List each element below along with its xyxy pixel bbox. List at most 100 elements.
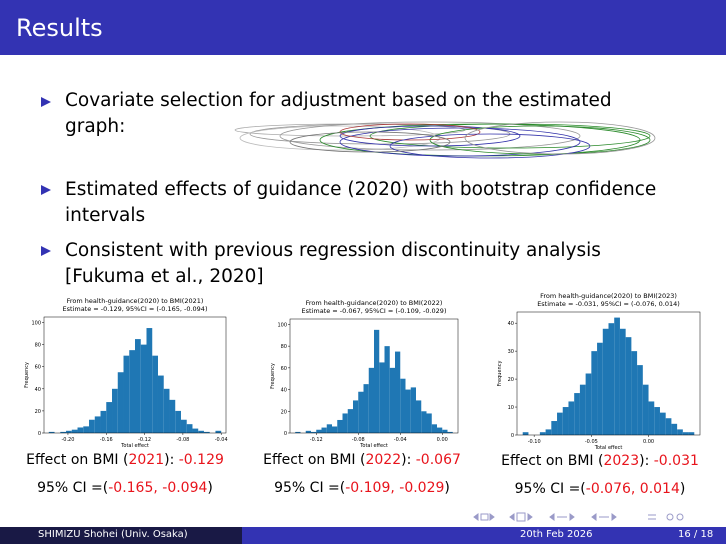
bar [71,429,78,433]
bar [574,393,580,435]
bar [117,372,124,433]
bar [614,317,620,435]
bar [648,401,655,435]
caption-segment: ) [679,481,686,497]
x-tick-label: -0.10 [528,439,541,445]
slide-title: Results [16,14,103,42]
y-tick-label: 20 [35,409,41,415]
bar [186,424,193,433]
chart-title: From health-guidance(2020) to BMI(2021) [67,297,204,305]
graph-image [234,121,656,159]
bar [405,389,411,433]
bar [395,351,401,433]
y-tick-label: 0 [511,433,514,439]
bar [579,384,586,435]
charts: From health-guidance(2020) to BMI(2021)E… [24,292,701,450]
y-tick-label: 0 [284,431,287,437]
bar [83,426,90,433]
bar [198,430,204,433]
caption-segment: -0.031 [653,453,699,469]
header: Results [0,0,726,55]
bar [112,388,118,433]
caption-segment: ) [207,480,213,496]
bullet-icon [41,97,51,107]
bar [410,387,416,433]
bar [597,342,603,435]
bar [442,429,448,433]
caption-line: Effect on BMI (2023): -0.031 [480,453,720,469]
caption-segment: -0.165, -0.094 [108,480,208,496]
caption-segment: -0.067 [415,452,461,468]
plot-frame [516,311,701,436]
bar [426,413,432,433]
bar [671,423,678,435]
bar [215,430,222,433]
y-axis-label: Frequency [270,363,276,389]
x-axis-label: Total effect [594,445,623,450]
x-tick-label: -0.20 [61,437,74,443]
bar [106,402,113,433]
bar [602,328,609,435]
y-tick-label: 100 [31,321,41,327]
caption-segment: ): [639,453,654,469]
caption-segment: Effect on BMI ( [263,452,366,468]
navigation-icons [473,512,684,522]
bar [77,427,84,433]
bar [337,419,343,433]
bar [89,419,95,433]
bar [321,427,327,433]
bar [416,400,422,433]
x-tick-label: -0.12 [138,437,151,443]
bar [353,400,359,433]
y-tick-label: 40 [281,388,287,394]
bar [363,384,369,433]
chart-subtitle: Estimate = -0.031, 95%CI = (-0.076, 0.01… [537,300,680,308]
bar [368,367,374,433]
bar [619,328,626,435]
x-axis-label: Total effect [359,443,388,449]
bar [94,416,101,433]
caption-line: 95% CI =(-0.076, 0.014) [480,481,720,497]
footer: SHIMIZU Shohei (Univ. Osaka) 20th Feb 20… [0,527,726,544]
bar [545,429,552,435]
bullet-icon [41,246,51,256]
chart-subtitle: Estimate = -0.129, 95%CI = (-0.165, -0.0… [63,305,208,313]
bar [316,429,322,433]
bar [311,431,317,433]
footer-right: 20th Feb 2026 16 / 18 [242,527,726,544]
bullet-text: Estimated effects of guidance (2020) wit… [65,179,657,226]
caption-line: 95% CI =(-0.109, -0.029) [242,480,482,496]
x-axis-label: Total effect [120,443,149,449]
x-tick-label: 0.00 [643,439,654,445]
bullet-text: Covariate selection for adjustment based… [65,90,612,137]
footer-left: SHIMIZU Shohei (Univ. Osaka) [0,527,242,544]
x-tick-label: -0.05 [585,439,598,445]
bar [447,431,453,433]
y-axis-label: Frequency [24,362,30,388]
bar [677,429,683,435]
bar [374,329,380,433]
x-tick-label: -0.04 [215,437,228,443]
caption-line: 95% CI =(-0.165, -0.094) [5,480,245,496]
bar [659,412,666,435]
bar [437,427,443,433]
caption-segment: ): [401,452,416,468]
bar [163,388,170,433]
y-tick-label: 40 [35,387,41,393]
bar [123,355,130,433]
bar [295,431,301,433]
bar [157,375,164,433]
caption-segment: 95% CI =( [274,480,346,496]
bar [342,413,348,433]
bar [522,432,529,435]
y-tick-label: 30 [508,349,514,355]
plot-frame [43,316,227,434]
y-tick-label: 80 [281,344,287,350]
caption-line: Effect on BMI (2021): -0.129 [5,452,245,468]
bar [654,407,660,435]
bar [326,424,332,433]
y-tick-label: 60 [281,366,287,372]
caption-segment: 2022 [365,452,402,468]
bar [347,409,353,433]
